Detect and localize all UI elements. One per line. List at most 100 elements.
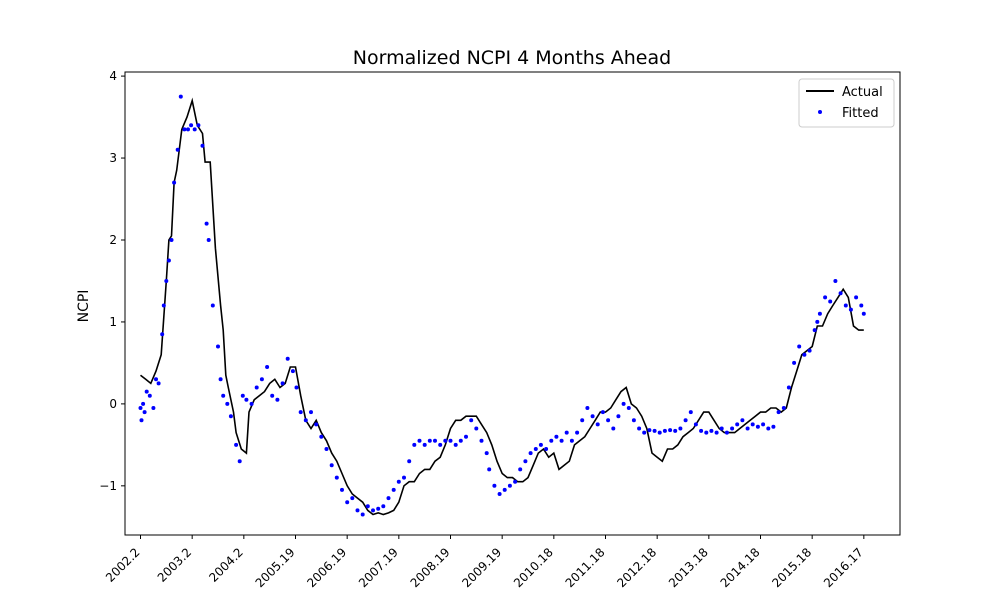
chart-title: Normalized NCPI 4 Months Ahead [353,47,671,69]
fitted-point [812,328,817,333]
fitted-point [138,406,143,410]
fitted-point [492,483,497,488]
fitted-point [859,303,864,308]
plot-frame [124,71,901,536]
fitted-point [189,123,194,128]
fitted-point [204,221,209,226]
fitted-point [464,434,468,439]
fitted-point [838,291,843,296]
y-tick-label: 2 [109,233,117,247]
fitted-point [234,442,239,447]
fitted-point [750,422,755,427]
legend: Actual Fitted [798,78,895,128]
fitted-point [735,422,740,427]
y-tick-label: 4 [109,69,117,83]
fitted-point [786,385,791,390]
fitted-point [402,475,406,480]
fitted-point [662,428,667,433]
fitted-point [453,442,458,447]
fitted-point [554,434,559,439]
fitted-point [309,410,313,415]
fitted-point [334,475,339,480]
x-tick-label: 2013.18 [666,545,711,590]
fitted-point [781,406,786,410]
fitted-point [290,369,295,374]
fitted-point [538,442,543,447]
fitted-point [861,311,866,316]
fitted-point [564,430,569,435]
fitted-point [340,487,344,492]
fitted-point [771,424,776,429]
fitted-point [376,506,381,511]
fitted-point [533,447,538,451]
fitted-point [626,406,631,410]
fitted-point [474,426,479,431]
fitted-point [833,279,838,283]
x-tick-label: 2006.19 [304,545,349,590]
fitted-point [484,451,489,456]
fitted-point [693,422,698,427]
fitted-point [141,401,146,406]
fitted-point [427,438,432,443]
fitted-point [329,463,334,468]
fitted-point [823,295,828,300]
fitted-point [637,426,642,431]
fitted-point [807,348,812,353]
fitted-point [156,381,161,386]
fitted-point [314,422,319,427]
fitted-point [544,447,549,451]
fitted-point [513,479,518,484]
x-tick-label: 2009.19 [459,545,504,590]
fitted-point [244,397,249,402]
legend-actual-label: Actual [842,85,883,100]
fitted-point [433,438,437,443]
fitted-point [386,496,391,501]
fitted-point [275,397,280,402]
fitted-point [381,504,386,509]
fitted-point [761,422,766,427]
fitted-point [151,406,156,410]
fitted-point [854,295,859,300]
x-tick-label: 2016.17 [821,545,866,590]
fitted-point [139,418,144,423]
fitted-point [147,393,152,398]
fitted-point [254,385,259,390]
fitted-point [802,352,807,357]
fitted-point [422,442,427,447]
fitted-point [709,428,714,433]
fitted-point [417,438,422,443]
fitted-point [265,365,270,369]
fitted-point [523,459,528,464]
fitted-point [507,483,512,488]
fitted-point [843,303,848,308]
fitted-point [160,332,165,337]
x-tick-label: 2011.18 [563,545,608,590]
fitted-point [225,401,230,406]
fitted-point [345,500,350,505]
fitted-point [528,451,533,456]
y-tick-label: 1 [109,315,117,329]
fitted-point [616,414,621,419]
fitted-point [745,426,750,431]
fitted-point [218,377,223,382]
fitted-point [166,258,171,263]
y-axis-label: NCPI [76,290,92,323]
x-tick-label: 2015.18 [769,545,814,590]
fitted-point [164,279,169,283]
fitted-point [412,442,417,447]
x-tick-label: 2005.19 [253,545,298,590]
fitted-point [280,381,285,386]
fitted-point [319,434,324,439]
legend-fitted-swatch [818,110,822,114]
x-tick-label: 2008.19 [408,545,453,590]
actual-line [140,97,864,516]
fitted-point [391,487,396,492]
fitted-point [142,410,147,415]
fitted-point [730,426,735,431]
fitted-point [815,319,820,324]
fitted-point [559,438,564,443]
fitted-point [161,303,166,308]
fitted-point [178,94,183,99]
fitted-point [186,127,190,132]
